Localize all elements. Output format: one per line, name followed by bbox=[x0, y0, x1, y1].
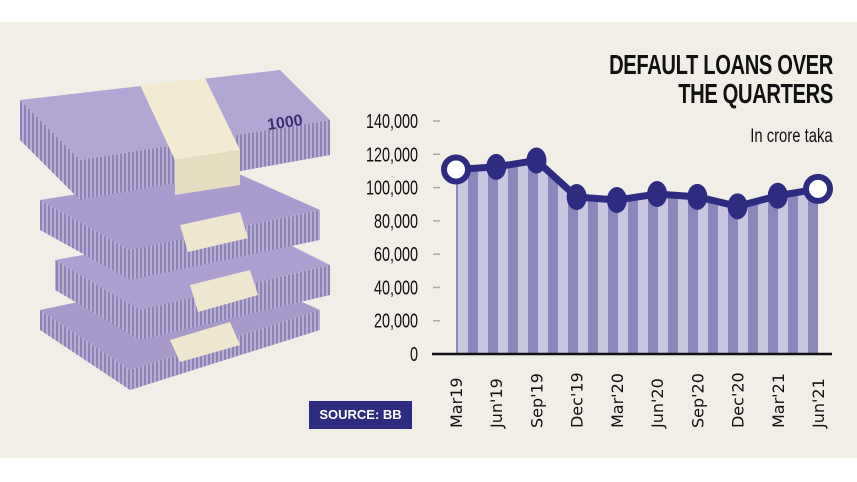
chart-title: DEFAULT LOANS OVER THE QUARTERS bbox=[609, 50, 833, 108]
area-stripe bbox=[528, 160, 538, 354]
data-point bbox=[566, 184, 587, 211]
area-stripe bbox=[568, 160, 578, 354]
area-stripe bbox=[698, 160, 708, 354]
area-stripe bbox=[638, 160, 648, 354]
data-point bbox=[647, 181, 668, 208]
area-stripe bbox=[548, 160, 558, 354]
svg-text:1000: 1000 bbox=[266, 112, 304, 134]
y-tick-label: 40,000 bbox=[374, 276, 418, 299]
x-tick-label: Dec'20 bbox=[729, 372, 748, 428]
area-stripe bbox=[668, 160, 678, 354]
chart-subtitle: In crore taka bbox=[750, 126, 833, 147]
striped-area bbox=[456, 160, 818, 354]
area-stripe bbox=[508, 160, 518, 354]
data-point bbox=[526, 147, 547, 174]
data-point bbox=[486, 153, 507, 180]
area-stripe bbox=[628, 160, 638, 354]
area-stripe bbox=[598, 160, 608, 354]
x-tick-label: Dec'19 bbox=[568, 372, 587, 428]
x-tick-label: Sep'19 bbox=[527, 373, 546, 428]
y-tick-label: 140,000 bbox=[366, 110, 418, 133]
x-tick-label: Sep'20 bbox=[688, 373, 707, 428]
area-stripe bbox=[588, 160, 598, 354]
y-tick-label: 80,000 bbox=[374, 209, 418, 232]
area-stripe bbox=[738, 160, 748, 354]
area-stripe bbox=[478, 160, 488, 354]
area-stripe bbox=[498, 160, 508, 354]
title-line-1: DEFAULT LOANS OVER bbox=[609, 49, 833, 80]
area-stripe bbox=[708, 160, 718, 354]
highlighted-data-point bbox=[441, 154, 471, 185]
area-stripe bbox=[518, 160, 528, 354]
area-stripe bbox=[688, 160, 698, 354]
x-tick-label: Mar19 bbox=[447, 377, 466, 428]
area-stripe bbox=[558, 160, 568, 354]
area-stripe bbox=[678, 160, 688, 354]
x-tick-label: Mar'21 bbox=[769, 373, 788, 428]
area-stripe bbox=[468, 160, 478, 354]
highlighted-data-point bbox=[803, 173, 833, 204]
area-stripe bbox=[758, 160, 768, 354]
y-tick-label: 20,000 bbox=[374, 309, 418, 332]
area-stripe bbox=[618, 160, 628, 354]
data-point bbox=[606, 187, 627, 214]
y-tick-label: 0 bbox=[410, 343, 418, 366]
banknote-stack-illustration: 1000 bbox=[20, 70, 330, 390]
area-stripe bbox=[648, 160, 658, 354]
area-stripe bbox=[788, 160, 798, 354]
area-stripe bbox=[718, 160, 728, 354]
banknote-bundle: 1000 bbox=[20, 70, 330, 200]
area-stripe bbox=[578, 160, 588, 354]
area-stripe bbox=[768, 160, 778, 354]
data-point bbox=[687, 183, 708, 210]
x-tick-label: Jun'21 bbox=[809, 378, 828, 429]
series-line bbox=[455, 156, 819, 210]
title-line-2: THE QUARTERS bbox=[678, 78, 833, 109]
area-stripe bbox=[456, 160, 458, 354]
area-stripe bbox=[808, 160, 818, 354]
data-point bbox=[767, 182, 788, 209]
y-tick-label: 120,000 bbox=[366, 143, 418, 166]
x-tick-label: Jun'20 bbox=[648, 378, 667, 429]
y-tick-label: 60,000 bbox=[374, 243, 418, 266]
area-stripe bbox=[798, 160, 808, 354]
area-stripe bbox=[728, 160, 738, 354]
area-stripe bbox=[778, 160, 788, 354]
data-point bbox=[727, 193, 748, 220]
area-stripe bbox=[608, 160, 618, 354]
area-stripe bbox=[488, 160, 498, 354]
area-stripe bbox=[458, 160, 468, 354]
area-stripe bbox=[538, 160, 548, 354]
x-tick-label: Jun'19 bbox=[487, 378, 506, 429]
area-stripe bbox=[658, 160, 668, 354]
x-tick-label: Mar'20 bbox=[608, 373, 627, 428]
source-badge: SOURCE: BB bbox=[309, 401, 412, 429]
area-stripe bbox=[748, 160, 758, 354]
y-tick-label: 100,000 bbox=[366, 176, 418, 199]
